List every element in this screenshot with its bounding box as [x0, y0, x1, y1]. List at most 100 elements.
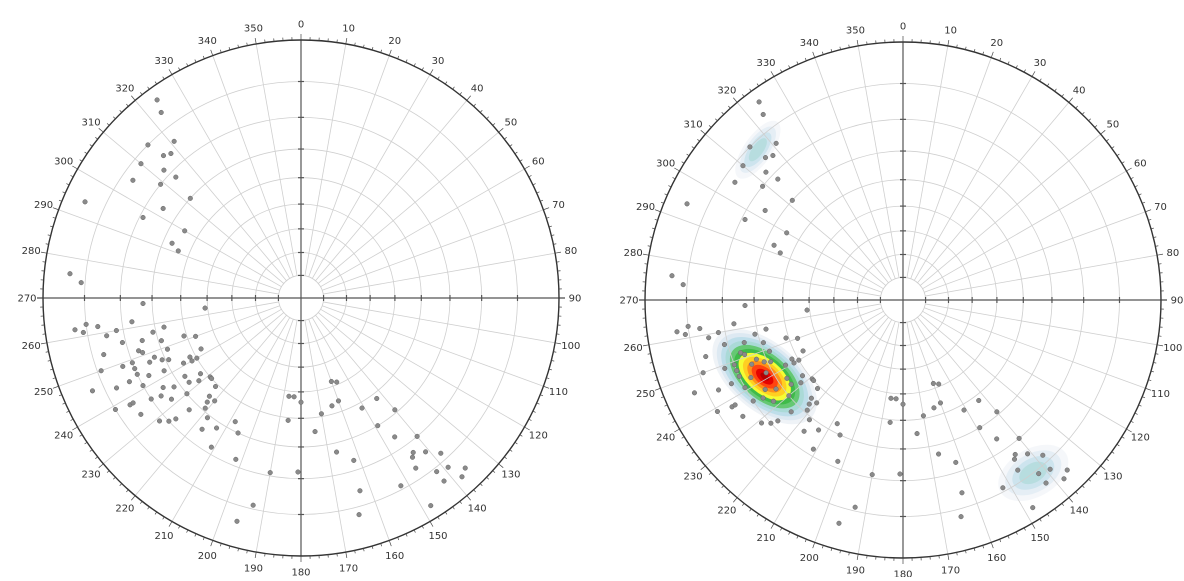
- azimuth-line-50: [318, 132, 498, 283]
- pole-point: [795, 336, 800, 341]
- degree-tick-54: [510, 145, 512, 147]
- pole-point: [686, 324, 691, 329]
- pole-point: [268, 470, 273, 475]
- pole-point: [784, 336, 789, 341]
- degree-tick-134: [487, 477, 489, 479]
- azimuth-label-270: 270: [17, 294, 36, 305]
- pole-point: [737, 374, 742, 379]
- azimuth-label-290: 290: [34, 200, 53, 211]
- degree-tick-210: [169, 521, 172, 526]
- degree-tick-38: [1062, 94, 1064, 96]
- pole-point: [182, 334, 187, 339]
- pole-point: [165, 347, 170, 352]
- pole-point: [209, 445, 214, 450]
- pole-point: [135, 372, 140, 377]
- pole-point: [203, 406, 208, 411]
- degree-tick-160: [389, 540, 391, 546]
- pole-point: [771, 399, 776, 404]
- degree-tick-124: [515, 442, 517, 444]
- pole-point: [330, 404, 335, 409]
- azimuth-label-130: 130: [501, 470, 520, 481]
- degree-tick-126: [1112, 452, 1114, 454]
- pole-point: [182, 229, 187, 234]
- pole-point: [753, 332, 758, 337]
- degree-tick-46: [487, 117, 489, 119]
- pole-point: [792, 361, 797, 366]
- pole-point: [790, 198, 795, 203]
- pole-point: [1013, 452, 1018, 457]
- azimuth-label-310: 310: [684, 119, 703, 130]
- azimuth-line-310: [103, 132, 283, 283]
- degree-tick-42: [1076, 106, 1078, 108]
- pole-point: [392, 435, 397, 440]
- azimuth-label-80: 80: [564, 246, 577, 257]
- degree-tick-44: [480, 110, 482, 112]
- pole-point: [183, 374, 188, 379]
- degree-tick-146: [1047, 514, 1049, 516]
- azimuth-label-200: 200: [198, 551, 217, 562]
- degree-tick-136: [1082, 486, 1084, 488]
- pole-point: [1065, 468, 1070, 473]
- pole-point: [1001, 485, 1006, 490]
- pole-point: [814, 401, 819, 406]
- azimuth-line-40: [316, 100, 467, 280]
- azimuth-label-30: 30: [1034, 58, 1047, 69]
- degree-tick-10: [346, 38, 347, 44]
- degree-tick-212: [163, 517, 165, 520]
- azimuth-label-10: 10: [944, 26, 957, 37]
- pole-point: [169, 151, 174, 156]
- azimuth-label-190: 190: [846, 565, 865, 576]
- pole-point: [463, 466, 468, 471]
- pole-point: [213, 384, 218, 389]
- degree-tick-250: [53, 386, 59, 388]
- azimuth-label-310: 310: [82, 117, 101, 128]
- azimuth-label-70: 70: [1154, 202, 1167, 213]
- pole-point: [805, 408, 810, 413]
- pole-point: [130, 360, 135, 365]
- azimuth-label-210: 210: [154, 531, 173, 542]
- pole-point: [205, 415, 210, 420]
- azimuth-label-80: 80: [1166, 248, 1179, 259]
- pole-point: [799, 380, 804, 385]
- pole-point: [299, 400, 304, 405]
- degree-tick-52: [1106, 139, 1108, 141]
- pole-point: [187, 407, 192, 412]
- pole-point: [81, 330, 86, 335]
- degree-tick-328: [163, 77, 165, 80]
- pole-point: [149, 397, 154, 402]
- pole-point: [734, 368, 739, 373]
- azimuth-label-240: 240: [54, 431, 73, 442]
- pole-point: [104, 333, 109, 338]
- degree-tick-100: [555, 343, 561, 344]
- degree-tick-132: [493, 471, 495, 473]
- pole-point: [200, 427, 205, 432]
- pole-point: [95, 324, 100, 329]
- pole-point: [815, 386, 820, 391]
- azimuth-label-250: 250: [34, 387, 53, 398]
- pole-point: [994, 437, 999, 442]
- azimuth-label-10: 10: [342, 24, 355, 35]
- azimuth-label-140: 140: [1070, 505, 1089, 516]
- pole-point: [1012, 457, 1017, 462]
- azimuth-label-230: 230: [82, 470, 101, 481]
- pole-point: [809, 396, 814, 401]
- degree-tick-238: [682, 437, 685, 439]
- pole-point: [976, 398, 981, 403]
- pole-point: [190, 359, 195, 364]
- pole-point: [932, 406, 937, 411]
- degree-tick-140: [1069, 498, 1073, 503]
- degree-tick-150: [1032, 523, 1035, 528]
- pole-point: [319, 411, 324, 416]
- degree-tick-340: [211, 50, 213, 56]
- azimuth-label-260: 260: [22, 341, 41, 352]
- degree-tick-218: [742, 503, 744, 505]
- degree-tick-150: [430, 521, 433, 526]
- pole-point: [83, 200, 88, 205]
- degree-tick-80: [1157, 254, 1163, 255]
- degree-tick-226: [715, 479, 717, 481]
- pole-point: [706, 335, 711, 340]
- degree-tick-128: [1106, 459, 1108, 461]
- degree-tick-228: [709, 473, 711, 475]
- pole-point: [936, 382, 941, 387]
